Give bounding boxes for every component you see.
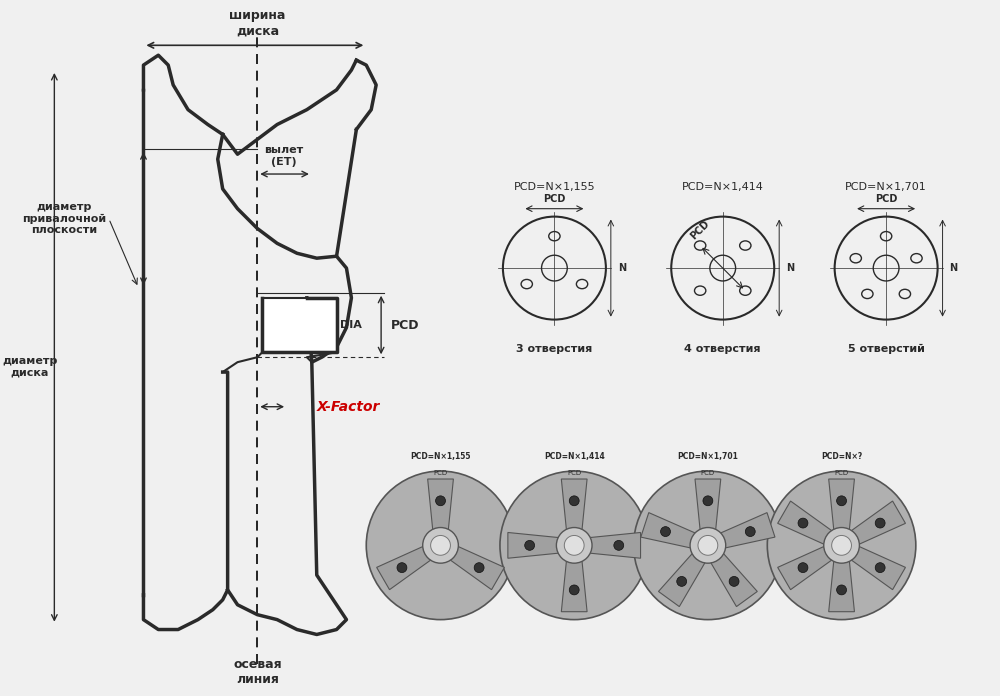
Text: PCD=N×?: PCD=N×? — [821, 452, 862, 461]
Circle shape — [397, 562, 407, 573]
Text: PCD=N×1,701: PCD=N×1,701 — [845, 182, 927, 192]
Circle shape — [569, 585, 579, 595]
Circle shape — [824, 528, 859, 563]
Text: PCD=N×1,155: PCD=N×1,155 — [410, 452, 471, 461]
Text: ширина
диска: ширина диска — [229, 9, 286, 38]
Text: PCD: PCD — [543, 193, 566, 204]
Circle shape — [875, 562, 885, 573]
Text: PCD=N×1,155: PCD=N×1,155 — [514, 182, 595, 192]
Polygon shape — [658, 553, 705, 607]
Bar — [262, 298, 337, 352]
Circle shape — [500, 471, 648, 619]
Circle shape — [698, 535, 718, 555]
Text: PCD=N×1,701: PCD=N×1,701 — [677, 452, 738, 461]
Text: диаметр
привалочной
плоскости: диаметр привалочной плоскости — [22, 202, 106, 235]
Text: 3 отверстия: 3 отверстия — [516, 345, 593, 354]
Text: N: N — [786, 263, 794, 273]
Circle shape — [767, 471, 916, 619]
Polygon shape — [695, 479, 721, 530]
Circle shape — [745, 527, 755, 537]
Circle shape — [431, 535, 450, 555]
Polygon shape — [829, 560, 854, 612]
Circle shape — [837, 496, 847, 506]
Polygon shape — [778, 501, 833, 544]
Text: PCD: PCD — [701, 470, 715, 476]
Text: диаметр
диска: диаметр диска — [2, 356, 57, 378]
Text: X-Factor: X-Factor — [317, 400, 380, 413]
Text: PCD: PCD — [689, 218, 712, 241]
Circle shape — [614, 540, 624, 551]
Circle shape — [661, 527, 670, 537]
Text: осевая
линия: осевая линия — [233, 658, 282, 686]
Circle shape — [423, 528, 458, 563]
Polygon shape — [710, 553, 757, 607]
Text: PCD: PCD — [433, 470, 448, 476]
Circle shape — [474, 562, 484, 573]
Circle shape — [703, 496, 713, 506]
Polygon shape — [720, 513, 775, 548]
Text: PCD: PCD — [875, 193, 897, 204]
Polygon shape — [778, 546, 833, 590]
Text: PCD=N×1,414: PCD=N×1,414 — [544, 452, 605, 461]
Circle shape — [875, 518, 885, 528]
Circle shape — [564, 535, 584, 555]
Text: вылет
(ЕТ): вылет (ЕТ) — [264, 145, 304, 167]
Polygon shape — [561, 479, 587, 530]
Circle shape — [729, 576, 739, 586]
Text: 5 отверстий: 5 отверстий — [848, 345, 925, 354]
Circle shape — [798, 518, 808, 528]
Polygon shape — [851, 501, 905, 544]
Circle shape — [677, 576, 687, 586]
Text: N: N — [949, 263, 958, 273]
Text: PCD: PCD — [835, 470, 849, 476]
Circle shape — [798, 562, 808, 573]
Text: PCD: PCD — [391, 319, 420, 331]
Circle shape — [634, 471, 782, 619]
Text: N: N — [618, 263, 626, 273]
Polygon shape — [450, 546, 504, 590]
Polygon shape — [428, 479, 453, 530]
Text: PCD: PCD — [567, 470, 581, 476]
Polygon shape — [561, 560, 587, 612]
Circle shape — [436, 496, 445, 506]
Text: PCD=N×1,414: PCD=N×1,414 — [682, 182, 764, 192]
Circle shape — [837, 585, 847, 595]
Circle shape — [525, 540, 535, 551]
Circle shape — [556, 528, 592, 563]
Text: 4 отверстия: 4 отверстия — [684, 345, 761, 354]
Circle shape — [690, 528, 726, 563]
Polygon shape — [508, 532, 559, 558]
Polygon shape — [829, 479, 854, 530]
Circle shape — [832, 535, 851, 555]
Circle shape — [569, 496, 579, 506]
Text: DIA: DIA — [340, 320, 361, 330]
Polygon shape — [589, 532, 641, 558]
Circle shape — [366, 471, 515, 619]
Polygon shape — [851, 546, 905, 590]
Polygon shape — [377, 546, 432, 590]
Polygon shape — [641, 513, 696, 548]
